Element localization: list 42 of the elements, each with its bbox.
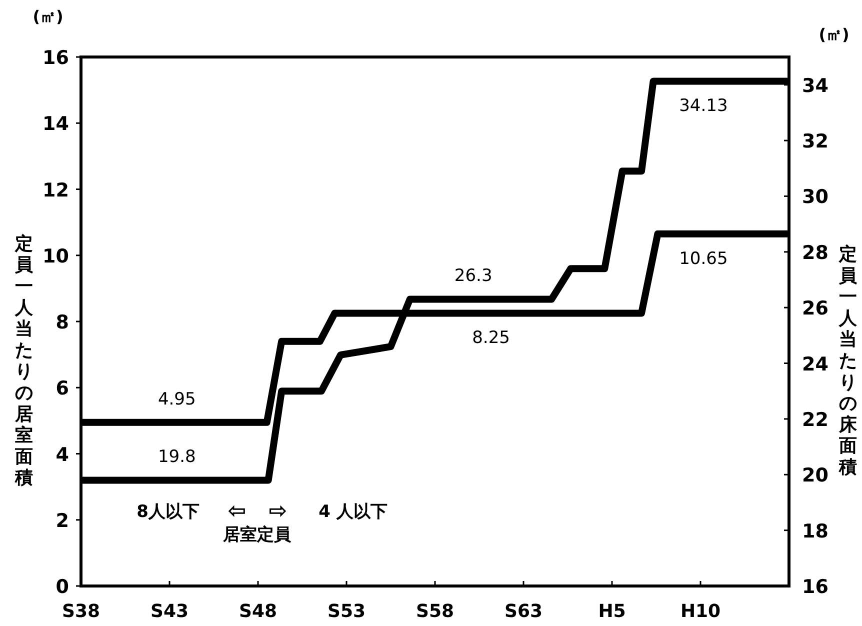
x-tick-label: H5 [598,601,626,622]
annotation: ⇦ [228,499,246,524]
y2-tick-label: 28 [802,242,828,264]
annotation: ⇨ [268,499,288,524]
y-tick-label: 2 [56,510,69,532]
x-tick-label: S58 [416,601,454,622]
y-tick-label: 0 [56,576,69,598]
annotation: 4 人以下 [318,502,388,522]
text: 定員一人当たりの居室面積 [15,233,33,489]
y2-tick-label: 26 [802,298,828,320]
annotation: 8人以下 [136,502,200,522]
y-tick-label: 4 [56,444,69,466]
data-label: 34.13 [679,96,728,116]
y-tick-label: 16 [42,47,69,69]
y2-tick-label: 16 [802,576,828,598]
data-label: 26.3 [454,266,492,286]
x-tick-label: S63 [504,601,543,622]
y2-tick-label: 20 [802,464,828,487]
y2-tick-label: 30 [802,186,828,208]
data-label: 10.65 [679,248,728,269]
y2-tick-label: 22 [802,408,828,431]
y2-tick-label: 34 [802,74,828,97]
x-tick-label: S38 [62,601,100,622]
annotation: 居室定員 [222,525,292,545]
data-label: 8.25 [472,328,510,348]
y-tick-label: 10 [42,245,69,268]
y2-tick-label: 18 [802,520,828,542]
y-tick-label: 14 [42,113,69,136]
x-tick-label: S48 [238,601,278,622]
text: 定員一人当たりの床面積 [839,244,857,478]
text: (㎡) [32,7,64,26]
x-tick-label: S53 [327,601,366,622]
text: (㎡) [818,25,850,44]
y-tick-label: 8 [56,312,69,334]
y-tick-label: 6 [56,378,69,400]
x-tick-label: H10 [680,601,721,622]
y-tick-label: 12 [42,179,69,202]
data-label: 19.8 [158,447,196,468]
x-tick-label: S43 [150,601,189,622]
data-label: 4.95 [158,389,196,410]
y2-tick-label: 32 [802,130,828,153]
y2-tick-label: 24 [802,353,828,376]
